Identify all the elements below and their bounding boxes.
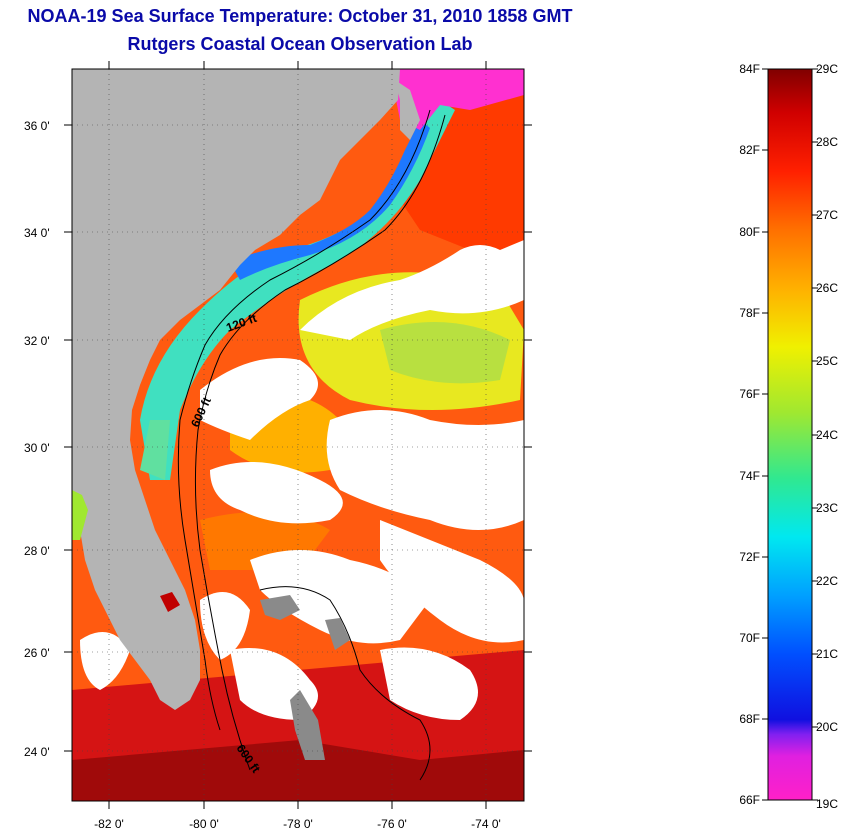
lat-tick-28: 28 0'	[24, 544, 50, 558]
lon-tick-76: -76 0'	[377, 817, 407, 831]
land-bahamas-1	[260, 595, 300, 620]
cb-c-23: 23C	[816, 501, 838, 515]
land-outer-banks	[395, 80, 420, 140]
bathymetry-contours	[177, 109, 446, 781]
longitude-axis: -82 0' -80 0' -78 0' -76 0' -74 0'	[94, 61, 501, 831]
cb-c-20: 20C	[816, 720, 838, 734]
cb-f-76: 76F	[739, 387, 760, 401]
graticule	[72, 69, 524, 801]
lon-tick-82: -82 0'	[94, 817, 124, 831]
map-title: NOAA-19 Sea Surface Temperature: October…	[27, 6, 573, 26]
cold-water-north	[390, 69, 524, 130]
cb-f-74: 74F	[739, 469, 760, 483]
lon-tick-74: -74 0'	[471, 817, 501, 831]
gulf-coast-warm-strip	[72, 490, 88, 540]
cb-c-22: 22C	[816, 574, 838, 588]
cb-f-68: 68F	[739, 712, 760, 726]
cb-c-19: 19C	[816, 797, 838, 811]
latitude-axis: 36 0' 34 0' 32 0' 30 0' 28 0' 26 0' 24 0…	[24, 119, 532, 759]
lon-tick-80: -80 0'	[189, 817, 219, 831]
sst-map: 120 ft 600 ft 600 ft	[72, 69, 524, 801]
cloud-cover	[80, 240, 524, 720]
lat-tick-36: 36 0'	[24, 119, 50, 133]
cb-c-27: 27C	[816, 208, 838, 222]
lat-tick-34: 34 0'	[24, 226, 50, 240]
cb-c-26: 26C	[816, 281, 838, 295]
cb-f-66: 66F	[739, 793, 760, 807]
nearshore-green	[140, 420, 170, 480]
cb-f-80: 80F	[739, 225, 760, 239]
cb-c-25: 25C	[816, 354, 838, 368]
colorbar: 84F 82F 80F 78F 76F 74F 72F 70F 68F 66F …	[739, 62, 838, 811]
lon-tick-78: -78 0'	[283, 817, 313, 831]
lat-tick-24: 24 0'	[24, 745, 50, 759]
cb-c-29: 29C	[816, 62, 838, 76]
map-subtitle: Rutgers Coastal Ocean Observation Lab	[127, 34, 473, 54]
land-southeast-us	[72, 69, 400, 710]
cb-c-21: 21C	[816, 647, 838, 661]
cb-f-78: 78F	[739, 306, 760, 320]
lake-okeechobee	[160, 592, 180, 612]
nearshore-blue	[230, 120, 430, 280]
cb-f-72: 72F	[739, 550, 760, 564]
cb-c-28: 28C	[816, 135, 838, 149]
lat-tick-30: 30 0'	[24, 441, 50, 455]
cb-f-84: 84F	[739, 62, 760, 76]
colorbar-gradient	[767, 68, 813, 801]
lat-tick-32: 32 0'	[24, 334, 50, 348]
land-andros	[290, 690, 325, 760]
cb-f-70: 70F	[739, 631, 760, 645]
cb-f-82: 82F	[739, 143, 760, 157]
lat-tick-26: 26 0'	[24, 646, 50, 660]
land-bahamas-2	[325, 618, 350, 650]
cb-c-24: 24C	[816, 428, 838, 442]
green-patch	[380, 322, 510, 384]
warmest-band	[72, 740, 524, 801]
